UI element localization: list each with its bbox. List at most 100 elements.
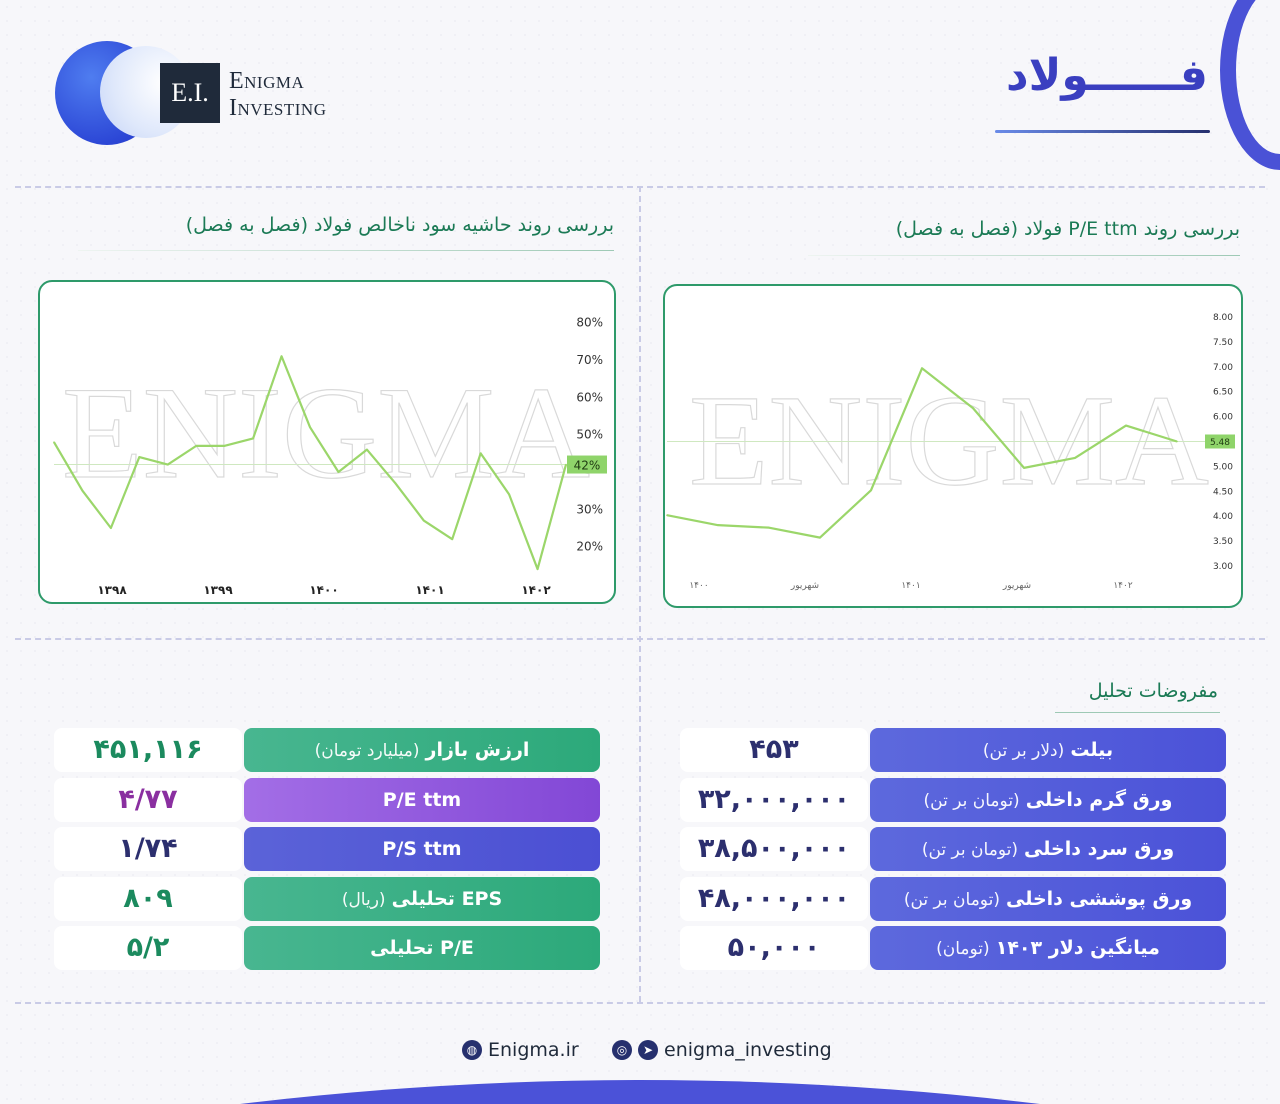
y-tick-label: 4.50 bbox=[1213, 487, 1233, 497]
footer-website[interactable]: ◍ Enigma.ir bbox=[462, 1036, 579, 1064]
assumption-row: ۴۵۳ بیلت (دلار بر تن) bbox=[680, 728, 1226, 772]
data-point bbox=[565, 463, 567, 466]
valuation-row: ۴۵۱,۱۱۶ ارزش بازار (میلیارد تومان) bbox=[54, 728, 600, 772]
valuation-label: P/S ttm bbox=[244, 827, 600, 871]
valuation-label: EPS تحلیلی (ریال) bbox=[244, 876, 600, 921]
assumption-label-unit: (دلار بر تن) bbox=[982, 741, 1065, 761]
valuation-label-main: EPS تحلیلی bbox=[391, 887, 503, 910]
data-point bbox=[366, 448, 368, 451]
valuation-label-main: P/E تحلیلی bbox=[370, 937, 474, 959]
valuation-label-main: P/E ttm bbox=[382, 788, 462, 811]
valuation-label-unit: (میلیارد تومان) bbox=[314, 741, 420, 761]
current-value-badge bbox=[1205, 434, 1235, 449]
footer-social[interactable]: ◎ ➤ enigma_investing bbox=[612, 1036, 832, 1064]
left-chart-title-line bbox=[78, 250, 614, 251]
data-point bbox=[422, 519, 425, 522]
data-point bbox=[81, 489, 84, 492]
assumption-label: ورق پوششی داخلی (تومان بر تن) bbox=[870, 876, 1226, 921]
data-point bbox=[768, 526, 770, 529]
assumption-row: ۳۸,۵۰۰,۰۰۰ ورق سرد داخلی (تومان بر تن) bbox=[680, 827, 1226, 871]
valuation-row: ۸۰۹ EPS تحلیلی (ریال) bbox=[54, 876, 600, 921]
gross-margin-chart-svg: ENIGMA 80% 70% 60% 50% 30% 20% 42% ۱۳۹۸ ۱۳۹۹ ۱۴۰۰ ۱… bbox=[53, 316, 607, 597]
assumption-label: ورق گرم داخلی (تومان بر تن) bbox=[870, 777, 1226, 822]
website-link[interactable]: Enigma.ir bbox=[488, 1039, 579, 1061]
data-point bbox=[666, 514, 668, 516]
y-tick-label: 3.00 bbox=[1213, 562, 1233, 572]
y-tick-label: 4.00 bbox=[1213, 512, 1233, 522]
data-point bbox=[717, 524, 719, 526]
data-point bbox=[1074, 457, 1076, 459]
y-tick-label: 80% bbox=[576, 316, 603, 330]
y-tick-label: 5.00 bbox=[1213, 462, 1233, 472]
data-point bbox=[337, 471, 340, 473]
data-point bbox=[195, 445, 198, 447]
data-point bbox=[1125, 424, 1127, 427]
assumption-value: ۴۵۳ bbox=[680, 728, 868, 772]
assumption-value: ۵۰,۰۰۰ bbox=[680, 926, 868, 970]
data-point bbox=[166, 463, 169, 466]
instagram-icon[interactable]: ◎ bbox=[612, 1040, 632, 1060]
x-tick-label: ۱۴۰۲ bbox=[521, 583, 551, 597]
title-underline bbox=[995, 130, 1210, 133]
assumptions-title-line bbox=[1055, 712, 1220, 713]
valuation-label: ارزش بازار (میلیارد تومان) bbox=[244, 728, 600, 772]
valuation-value: ۵/۲ bbox=[54, 926, 242, 970]
current-value-label: 42% bbox=[574, 459, 601, 473]
assumption-label-unit: (تومان بر تن) bbox=[903, 889, 1000, 910]
valuation-row: ۵/۲ P/E تحلیلی bbox=[54, 926, 600, 970]
assumptions-title: مفروضات تحلیل bbox=[1088, 680, 1218, 702]
watermark-text: ENIGMA bbox=[62, 359, 590, 506]
page-title: فــــــولاد bbox=[1006, 50, 1208, 101]
assumption-row: ۵۰,۰۰۰ میانگین دلار ۱۴۰۳ (تومان) bbox=[680, 926, 1226, 970]
y-tick-label: 60% bbox=[576, 390, 603, 404]
pe-ttm-chart: ENIGMA 8.00 7.50 7.00 6.50 6.00 5.00 4.50 4.00 3.… bbox=[663, 284, 1243, 608]
assumption-label: ورق سرد داخلی (تومان بر تن) bbox=[870, 827, 1226, 871]
y-tick-label: 6.50 bbox=[1213, 388, 1233, 398]
telegram-icon[interactable]: ➤ bbox=[638, 1040, 658, 1060]
data-point bbox=[870, 489, 872, 492]
data-point bbox=[536, 568, 539, 570]
data-point bbox=[819, 536, 821, 539]
right-chart-title: بررسی روند P/E ttm فولاد (فصل به فصل) bbox=[895, 218, 1240, 240]
x-tick-label: شهریور bbox=[1002, 581, 1031, 591]
social-handle[interactable]: enigma_investing bbox=[664, 1039, 832, 1061]
data-point bbox=[280, 355, 283, 358]
logo-wordmark: Enigma Investing bbox=[229, 68, 326, 122]
data-point bbox=[1023, 467, 1025, 469]
valuation-row: ۱/۷۴ P/S ttm bbox=[54, 827, 600, 871]
valuation-label-main: P/S ttm bbox=[382, 838, 462, 860]
assumption-label-main: ورق پوششی داخلی bbox=[1006, 887, 1193, 910]
assumption-label-main: بیلت bbox=[1070, 739, 1114, 761]
pe-ttm-chart-svg: ENIGMA8.007.507.006.506.005.004.504.003.… bbox=[666, 313, 1235, 591]
bottom-wave bbox=[240, 1080, 1040, 1104]
valuation-label: P/E ttm bbox=[244, 777, 600, 822]
valuation-value: ۸۰۹ bbox=[54, 876, 242, 921]
valuation-label-unit: (ریال) bbox=[341, 889, 386, 910]
valuation-value: ۴۵۱,۱۱۶ bbox=[54, 728, 242, 772]
right-chart-title-line bbox=[808, 255, 1240, 256]
data-point bbox=[138, 456, 141, 458]
data-point bbox=[252, 437, 254, 440]
valuation-label: P/E تحلیلی bbox=[244, 926, 600, 970]
assumption-label-main: ورق گرم داخلی bbox=[1025, 788, 1173, 811]
data-point bbox=[451, 538, 454, 540]
logo-line-2: Investing bbox=[229, 95, 327, 121]
assumption-value: ۳۲,۰۰۰,۰۰۰ bbox=[680, 777, 868, 822]
assumption-label-unit: (تومان بر تن) bbox=[923, 790, 1020, 811]
data-point bbox=[223, 445, 226, 447]
y-tick-label: 30% bbox=[576, 502, 603, 516]
gross-margin-chart: ENIGMA 80% 70% 60% 50% 30% 20% 42% ۱۳۹۸ ۱۳۹۹ ۱۴۰۰ ۱… bbox=[38, 280, 616, 604]
logo-mark: E.I. bbox=[160, 63, 220, 123]
assumption-row: ۳۲,۰۰۰,۰۰۰ ورق گرم داخلی (تومان بر تن) bbox=[680, 777, 1226, 822]
data-point bbox=[1176, 440, 1178, 443]
current-value-label: 5.48 bbox=[1210, 438, 1230, 448]
assumption-label: میانگین دلار ۱۴۰۳ (تومان) bbox=[870, 926, 1226, 970]
valuation-value: ۱/۷۴ bbox=[54, 827, 242, 871]
globe-icon: ◍ bbox=[462, 1040, 482, 1060]
assumption-label-unit: (تومان بر تن) bbox=[921, 840, 1018, 860]
y-tick-label: 7.50 bbox=[1213, 338, 1233, 348]
logo-line-1: Enigma bbox=[229, 68, 305, 94]
divider-bottom bbox=[15, 1002, 1265, 1004]
assumption-label-main: میانگین دلار ۱۴۰۳ bbox=[995, 937, 1160, 959]
y-tick-label: 7.00 bbox=[1213, 363, 1233, 373]
